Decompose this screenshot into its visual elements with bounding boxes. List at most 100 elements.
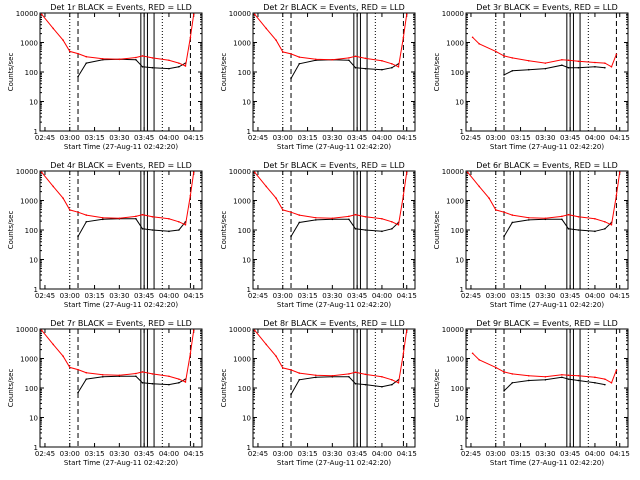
data-point-lld [494, 209, 497, 211]
data-point-lld [40, 329, 43, 332]
data-point-lld [85, 55, 88, 58]
y-tick-label: 1 [460, 128, 464, 136]
data-point-lld [604, 220, 606, 223]
x-tick-label: 03:45 [134, 450, 154, 458]
data-point-events [151, 229, 154, 231]
data-point-lld [265, 343, 268, 346]
data-point-events [577, 379, 580, 382]
y-tick-label: 1 [34, 444, 38, 452]
data-point-events [604, 383, 606, 386]
x-tick-label: 04:15 [397, 134, 417, 142]
x-tick-label: 03:45 [134, 292, 154, 300]
data-point-events [141, 382, 144, 384]
y-tick-label: 10 [29, 415, 38, 423]
data-point-events [511, 382, 514, 384]
data-point-lld [381, 375, 383, 378]
data-point-lld [168, 375, 170, 378]
data-point-events [168, 383, 170, 386]
data-point-events [604, 227, 606, 230]
series-line-events [290, 218, 399, 237]
y-tick-label: 1000 [233, 356, 251, 364]
data-point-lld [275, 355, 277, 357]
data-point-events [102, 375, 104, 378]
x-tick-label: 03:00 [486, 134, 506, 142]
data-point-lld [315, 58, 317, 61]
data-point-lld [405, 13, 408, 16]
data-point-lld [253, 13, 256, 16]
data-point-events [354, 227, 357, 230]
x-tick-label: 04:15 [610, 292, 630, 300]
series-line-events [77, 58, 186, 77]
data-point-events [348, 218, 350, 221]
data-point-lld [85, 371, 88, 374]
panel-title: Det 4r BLACK = Events, RED = LLD [50, 161, 192, 170]
y-tick-label: 1000 [233, 198, 251, 206]
data-point-events [364, 229, 367, 231]
data-point-events [135, 58, 137, 61]
data-point-lld [331, 58, 334, 61]
data-point-lld [511, 214, 514, 216]
data-point-lld [178, 378, 180, 380]
data-point-lld [364, 216, 367, 218]
data-point-lld [618, 171, 621, 174]
data-point-events [348, 59, 350, 62]
data-point-events [298, 221, 301, 224]
data-point-events [85, 62, 88, 64]
y-tick-label: 10000 [229, 326, 251, 334]
data-point-events [391, 227, 393, 230]
data-point-lld [281, 51, 284, 53]
y-tick-label: 100 [25, 69, 38, 77]
data-point-lld [503, 55, 505, 57]
x-tick-label: 03:30 [322, 292, 342, 300]
x-tick-label: 03:30 [535, 450, 555, 458]
y-tick-label: 10000 [229, 168, 251, 176]
x-tick-label: 04:00 [159, 134, 179, 142]
data-point-lld [298, 214, 301, 216]
x-tick-label: 03:30 [322, 450, 342, 458]
series-line-lld [254, 13, 408, 68]
y-tick-label: 1000 [446, 198, 464, 206]
plot-frame [252, 328, 416, 448]
x-tick-label: 04:00 [585, 450, 605, 458]
data-point-events [354, 382, 357, 385]
y-axis-label: Counts/sec [433, 53, 441, 92]
data-point-lld [192, 171, 195, 174]
x-tick-label: 02:45 [461, 134, 481, 142]
data-point-lld [594, 217, 596, 220]
data-point-lld [62, 39, 64, 41]
plot-frame [465, 170, 629, 290]
y-tick-label: 10000 [16, 168, 38, 176]
series-line-events [503, 64, 605, 76]
data-point-lld [118, 58, 121, 61]
chart-panel-4: Det 4r BLACK = Events, RED = LLD 1 10 100 10… [7, 161, 204, 309]
x-tick-label: 03:30 [322, 134, 342, 142]
data-point-events [381, 385, 383, 388]
data-point-lld [381, 59, 383, 62]
plot-frame [39, 328, 203, 448]
data-point-events [594, 230, 596, 233]
series-line-lld [472, 352, 617, 384]
x-tick-label: 04:15 [184, 292, 204, 300]
data-point-lld [290, 211, 292, 214]
data-point-lld [62, 197, 64, 199]
data-point-events [178, 229, 180, 231]
y-tick-label: 10 [455, 257, 464, 265]
x-tick-label: 04:00 [159, 450, 179, 458]
data-point-lld [511, 57, 514, 59]
x-tick-label: 03:45 [347, 292, 367, 300]
data-point-lld [151, 373, 154, 375]
data-point-events [594, 382, 596, 384]
x-tick-label: 03:00 [273, 450, 293, 458]
data-point-lld [135, 56, 137, 59]
data-point-events [528, 219, 530, 221]
y-tick-label: 1 [247, 286, 251, 294]
data-point-lld [528, 59, 530, 62]
data-point-events [381, 68, 383, 71]
panel-title: Det 1r BLACK = Events, RED = LLD [50, 3, 192, 12]
data-point-lld [275, 197, 277, 199]
y-tick-label: 1000 [446, 40, 464, 48]
data-point-events [567, 66, 570, 69]
data-point-lld [68, 50, 71, 53]
x-tick-label: 03:45 [560, 450, 580, 458]
data-point-events [528, 379, 530, 382]
